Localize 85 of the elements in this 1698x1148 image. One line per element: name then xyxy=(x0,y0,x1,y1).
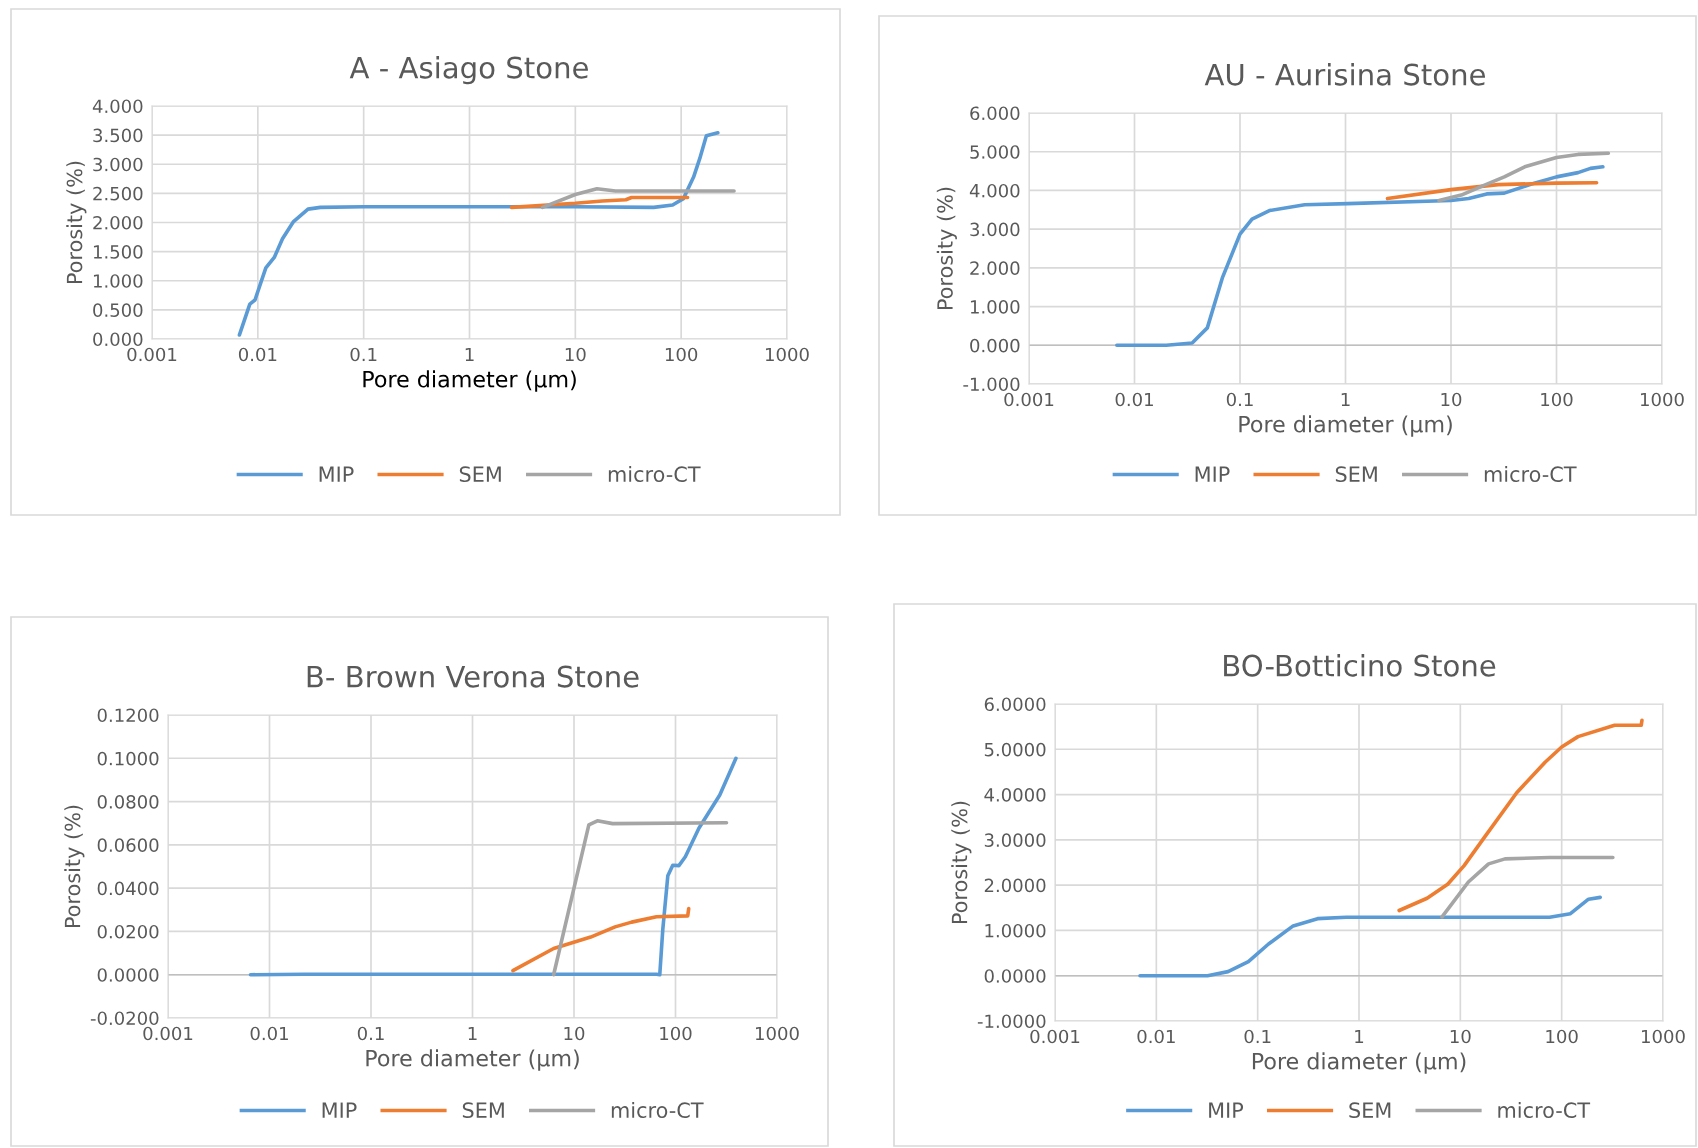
x-tick-label: 10 xyxy=(564,1026,585,1041)
y-tick-label: 3.000 xyxy=(970,222,1020,237)
y-tick-label: 6.0000 xyxy=(984,697,1046,712)
x-tick-label: 0.001 xyxy=(143,1026,193,1041)
y-tick-label: 0.0200 xyxy=(97,924,159,939)
legend-label: SEM xyxy=(462,1102,504,1119)
x-tick-label: 0.1 xyxy=(357,1026,384,1041)
y-tick-label: 4.000 xyxy=(969,183,1020,198)
x-tick-label: 1000 xyxy=(756,1026,799,1041)
legend-label: micro-CT xyxy=(611,1101,704,1119)
y-tick-label: 0.0000 xyxy=(984,969,1046,983)
x-tick-label: 0.1 xyxy=(1244,1029,1271,1044)
legend-label: MIP xyxy=(1209,1102,1244,1118)
x-tick-label: 1 xyxy=(1355,1029,1364,1044)
y-tick-label: 6.000 xyxy=(970,106,1020,121)
y-tick-label: 1.0000 xyxy=(985,923,1046,938)
x-tick-label: 0.001 xyxy=(127,347,177,362)
y-tick-label: 4.0000 xyxy=(984,788,1046,802)
legend-label: MIP xyxy=(322,1102,357,1118)
y-tick-label: 0.500 xyxy=(93,303,143,317)
y-tick-label: 0.1000 xyxy=(97,751,159,766)
x-tick-label: 0.1 xyxy=(1226,392,1253,407)
x-tick-label: 1 xyxy=(468,1026,477,1041)
x-tick-label: 0.01 xyxy=(250,1026,288,1041)
y-tick-label: 0.0800 xyxy=(97,795,159,809)
x-tick-label: 10 xyxy=(565,347,586,362)
x-tick-label: 0.001 xyxy=(1030,1029,1080,1044)
x-tick-label: 10 xyxy=(1441,392,1462,407)
legend-label: SEM xyxy=(1349,1102,1391,1119)
legend-label: SEM xyxy=(459,466,501,483)
legend-label: micro-CT xyxy=(608,465,701,483)
x-tick-label: 100 xyxy=(665,347,698,362)
x-tick-label: 0.01 xyxy=(1115,392,1153,407)
y-tick-label: 3.000 xyxy=(93,157,143,172)
x-tick-label: 1 xyxy=(465,347,474,362)
legend-label: SEM xyxy=(1335,466,1377,483)
y-tick-label: 0.0000 xyxy=(97,968,159,982)
y-tick-label: 3.0000 xyxy=(984,833,1046,847)
y-tick-label: 0.1200 xyxy=(97,708,159,723)
y-tick-label: -1.000 xyxy=(963,377,1020,392)
x-axis-title: Pore diameter (µm) xyxy=(1252,1052,1466,1074)
y-tick-label: 2.000 xyxy=(970,261,1020,275)
chart-title: A - Asiago Stone xyxy=(349,56,588,85)
chart-title: AU - Aurisina Stone xyxy=(1204,63,1485,86)
legend-label: micro-CT xyxy=(1498,1101,1591,1119)
y-axis-title: Porosity (%) xyxy=(66,161,87,284)
y-tick-label: 2.0000 xyxy=(984,878,1046,893)
y-tick-label: -0.0200 xyxy=(90,1011,159,1026)
x-tick-label: 100 xyxy=(1546,1029,1578,1044)
y-tick-label: 4.000 xyxy=(92,99,143,114)
x-tick-label: 0.01 xyxy=(1137,1029,1175,1044)
x-axis-title: Pore diameter (µm) xyxy=(363,370,576,392)
x-tick-label: 100 xyxy=(660,1026,692,1041)
x-tick-label: 0.1 xyxy=(350,347,377,362)
y-tick-label: 5.0000 xyxy=(984,742,1046,757)
x-tick-label: 0.01 xyxy=(238,347,277,362)
y-tick-label: 2.500 xyxy=(93,186,143,201)
y-tick-label: 0.0600 xyxy=(97,838,159,852)
y-tick-label: 0.000 xyxy=(93,332,143,347)
y-tick-label: 3.500 xyxy=(93,128,143,143)
x-axis-title: Pore diameter (µm) xyxy=(1239,415,1452,437)
y-axis-title: Porosity (%) xyxy=(64,805,85,928)
y-tick-label: 5.000 xyxy=(970,145,1020,159)
y-tick-label: 1.500 xyxy=(93,245,143,259)
y-axis-title: Porosity (%) xyxy=(951,801,972,924)
x-tick-label: 1000 xyxy=(1641,392,1684,407)
y-tick-label: 1.000 xyxy=(970,300,1020,314)
x-tick-label: 1 xyxy=(1341,392,1350,407)
x-tick-label: 0.001 xyxy=(1004,392,1054,407)
y-tick-label: 2.000 xyxy=(93,215,143,230)
y-tick-label: 0.000 xyxy=(970,338,1020,353)
x-tick-label: 1000 xyxy=(1642,1029,1685,1044)
y-tick-label: 0.0400 xyxy=(97,881,159,896)
x-tick-label: 10 xyxy=(1450,1029,1471,1044)
x-axis-title: Pore diameter (µm) xyxy=(366,1049,579,1071)
y-axis-title: Porosity (%) xyxy=(936,187,957,310)
chart-title: BO-Botticino Stone xyxy=(1224,654,1496,677)
chart-title: B- Brown Verona Stone xyxy=(307,665,639,688)
y-tick-label: -1.0000 xyxy=(977,1014,1046,1029)
x-tick-label: 1000 xyxy=(766,347,809,362)
x-tick-label: 100 xyxy=(1541,392,1573,407)
legend-label: MIP xyxy=(319,466,354,482)
y-tick-label: 1.000 xyxy=(93,274,143,288)
legend-label: micro-CT xyxy=(1484,465,1577,483)
legend-label: MIP xyxy=(1195,466,1230,482)
